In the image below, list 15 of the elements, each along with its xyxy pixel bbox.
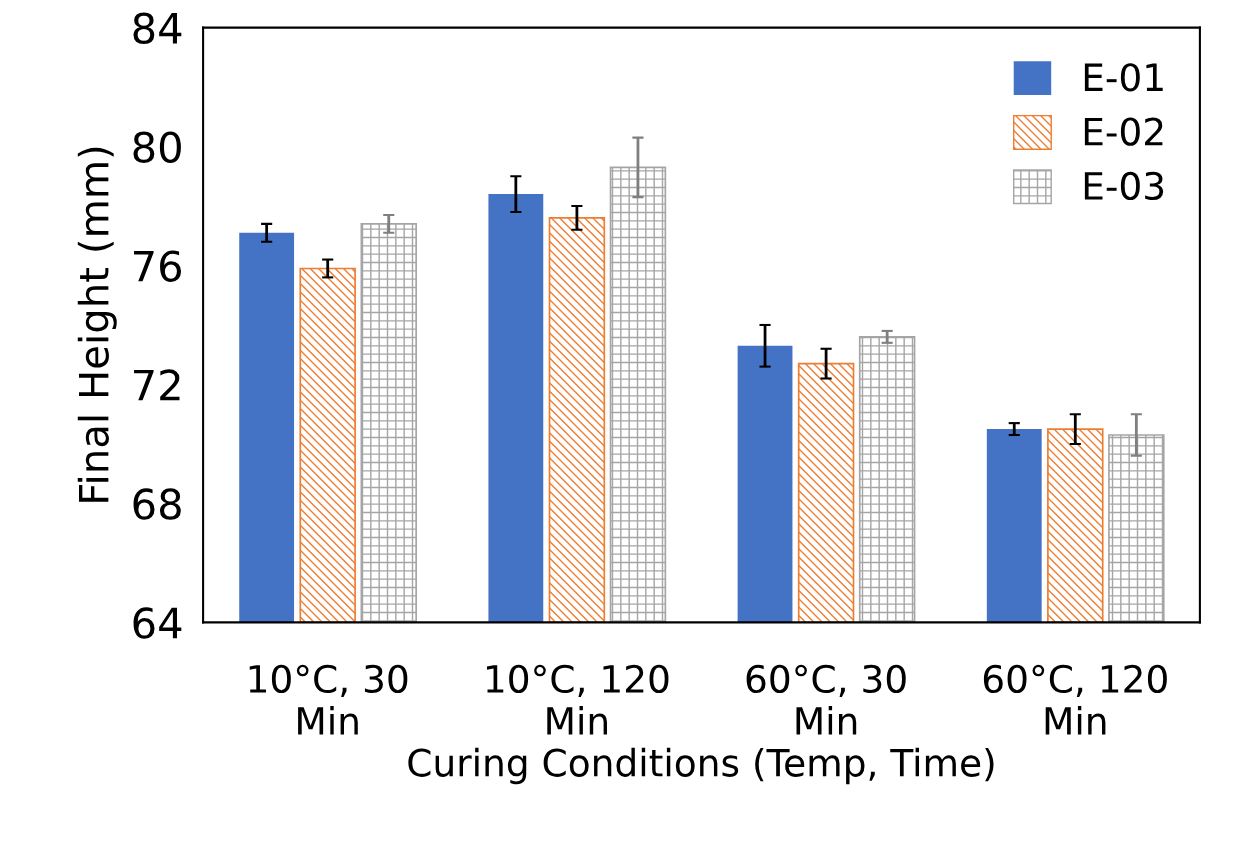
y-tick-label: 64 xyxy=(133,607,182,639)
y-tick-label: 80 xyxy=(133,131,181,163)
legend-label: E-02 xyxy=(1084,117,1163,146)
y-tick-label: 84 xyxy=(133,12,182,45)
y-axis-title: Final Height (mm) xyxy=(77,147,117,502)
y-tick-label: 76 xyxy=(134,250,182,282)
legend-label: E-01 xyxy=(1084,63,1163,92)
y-tick-label: 68 xyxy=(133,488,181,520)
x-tick-label: 60°C, 120 Min xyxy=(983,664,1167,735)
x-tick-label: 10°C, 30 Min xyxy=(249,664,408,735)
x-tick-label: 10°C, 120 Min xyxy=(486,664,669,735)
legend-label: E-03 xyxy=(1084,171,1164,201)
x-tick-label: 60°C, 30 Min xyxy=(746,664,906,735)
y-tick-label: 72 xyxy=(134,369,180,401)
x-axis-title: Curing Conditions (Temp, Time) xyxy=(408,747,994,785)
